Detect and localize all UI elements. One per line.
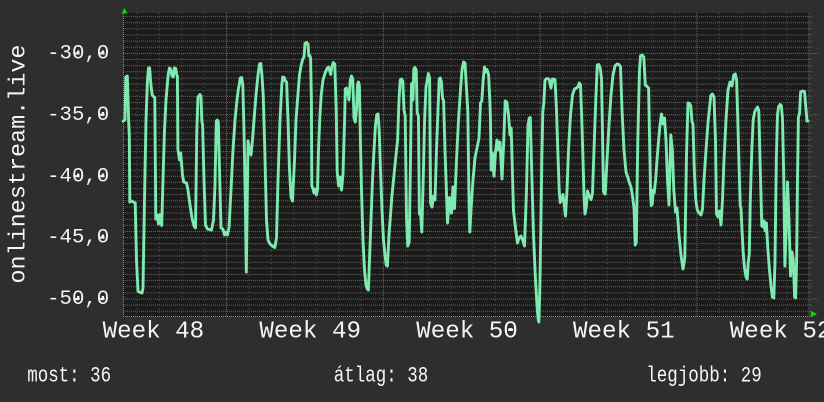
svg-text:Week 49: Week 49 [259,319,361,346]
svg-text:-35,0: -35,0 [47,104,109,127]
svg-text:Week 50: Week 50 [416,319,518,346]
svg-text:onlinestream.live: onlinestream.live [5,45,32,284]
svg-text:-45,0: -45,0 [47,227,109,250]
svg-text:legjobb: 29: legjobb: 29 [646,364,761,388]
svg-text:most: 36: most: 36 [27,364,111,388]
svg-text:Week 48: Week 48 [103,319,205,346]
svg-text:Week 52: Week 52 [730,319,824,346]
svg-text:átlag: 38: átlag: 38 [334,364,428,388]
svg-text:Week 51: Week 51 [573,319,675,346]
